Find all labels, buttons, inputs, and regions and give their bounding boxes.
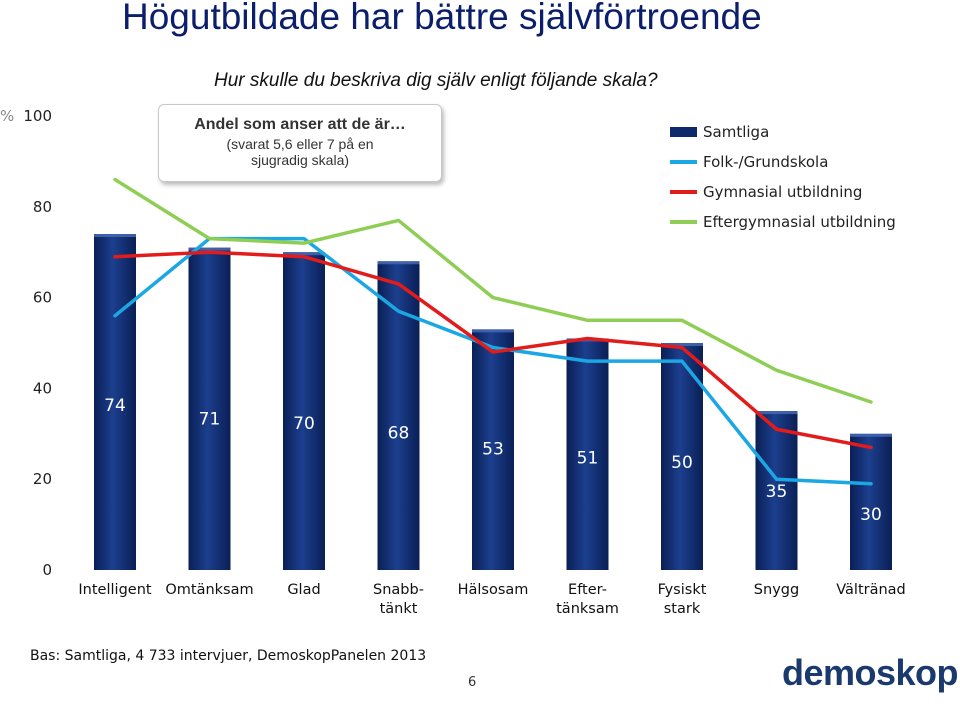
bar bbox=[472, 329, 514, 570]
bar-value-label: 53 bbox=[482, 439, 504, 459]
series-line bbox=[113, 250, 873, 450]
bar bbox=[283, 252, 325, 570]
legend-label: Samtliga bbox=[703, 123, 770, 141]
bar-highlight bbox=[755, 411, 798, 415]
bar-highlight bbox=[472, 329, 514, 333]
legend-label: Folk-/Grundskola bbox=[703, 153, 829, 171]
x-tick-label: Glad bbox=[287, 582, 320, 598]
legend-label: Eftergymnasial utbildning bbox=[703, 213, 896, 231]
bar-value-label: 68 bbox=[388, 423, 410, 443]
x-tick-label: Hälsosam bbox=[458, 582, 529, 598]
bar-value-label: 70 bbox=[293, 414, 315, 434]
series-line bbox=[113, 177, 873, 404]
y-tick-label: 0 bbox=[42, 561, 52, 579]
x-tick-label: tänkt bbox=[380, 601, 418, 617]
y-tick-label: 40 bbox=[33, 379, 52, 397]
bar bbox=[377, 261, 420, 570]
bar-value-label: 35 bbox=[766, 482, 788, 502]
bar bbox=[566, 338, 609, 570]
callout-line-1: Andel som anser att de är… bbox=[194, 116, 406, 133]
y-axis-unit: % bbox=[0, 107, 15, 125]
legend-label: Gymnasial utbildning bbox=[703, 183, 863, 201]
bar bbox=[188, 247, 231, 570]
demoskop-logo: demoskop bbox=[782, 652, 959, 693]
x-axis: Intelligent Omtänksam Glad Snabb-tänkt Hälso… bbox=[78, 582, 905, 617]
legend-swatch bbox=[670, 127, 697, 137]
footer-source: Bas: Samtliga, 4 733 intervjuer, Demosko… bbox=[30, 648, 427, 664]
y-tick-label: 100 bbox=[23, 107, 52, 125]
bar-value-label: 74 bbox=[104, 396, 126, 416]
bar-series bbox=[94, 234, 892, 571]
chart-canvas: 0 20 40 60 80 100 74 71 70 68 53 51 50 35 30 Intellig… bbox=[23, 107, 905, 617]
bar-highlight bbox=[850, 433, 892, 437]
x-tick-label: Efter- bbox=[568, 582, 607, 598]
bar-highlight bbox=[661, 343, 703, 346]
chart-callout: Andel som anser att de är… (svarat 5,6 e… bbox=[158, 104, 442, 182]
x-tick-label: tänksam bbox=[556, 601, 619, 617]
bar-value-label: 71 bbox=[199, 410, 221, 430]
x-tick-label: stark bbox=[664, 601, 701, 617]
bar bbox=[850, 433, 892, 570]
bar-highlight bbox=[377, 261, 420, 265]
chart-subtitle: Hur skulle du beskriva dig själv enligt … bbox=[214, 70, 658, 91]
x-tick-label: Fysiskt bbox=[658, 582, 707, 598]
bar bbox=[94, 234, 136, 571]
bar bbox=[755, 411, 798, 570]
y-tick-label: 60 bbox=[33, 289, 52, 307]
x-tick-label: Snygg bbox=[754, 582, 799, 598]
y-tick-label: 80 bbox=[33, 198, 52, 216]
page-number: 6 bbox=[468, 675, 477, 690]
bar-highlight bbox=[188, 247, 231, 251]
legend-swatch bbox=[670, 160, 697, 164]
x-tick-label: Intelligent bbox=[78, 582, 151, 598]
bar-highlight bbox=[283, 252, 325, 256]
x-tick-label: Vältränad bbox=[836, 582, 906, 598]
bar-value-labels: 74 71 70 68 53 51 50 35 30 bbox=[104, 396, 882, 525]
legend-swatch bbox=[670, 220, 697, 224]
bar-value-label: 30 bbox=[860, 505, 882, 525]
legend-swatch bbox=[670, 190, 697, 194]
line-series bbox=[113, 177, 873, 486]
bar-highlight bbox=[94, 234, 136, 238]
callout-line-3: sjugradig skala) bbox=[250, 152, 350, 168]
bar-value-label: 51 bbox=[577, 448, 599, 468]
page-title: Högutbildade har bättre självförtroende bbox=[122, 0, 762, 37]
y-axis: 0 20 40 60 80 100 bbox=[23, 107, 52, 579]
x-tick-label: Snabb- bbox=[373, 582, 424, 598]
x-tick-label: Omtänksam bbox=[165, 582, 253, 598]
callout-line-2: (svarat 5,6 eller 7 på en bbox=[226, 136, 374, 152]
bar-value-label: 50 bbox=[671, 453, 693, 473]
y-tick-label: 20 bbox=[33, 470, 52, 488]
